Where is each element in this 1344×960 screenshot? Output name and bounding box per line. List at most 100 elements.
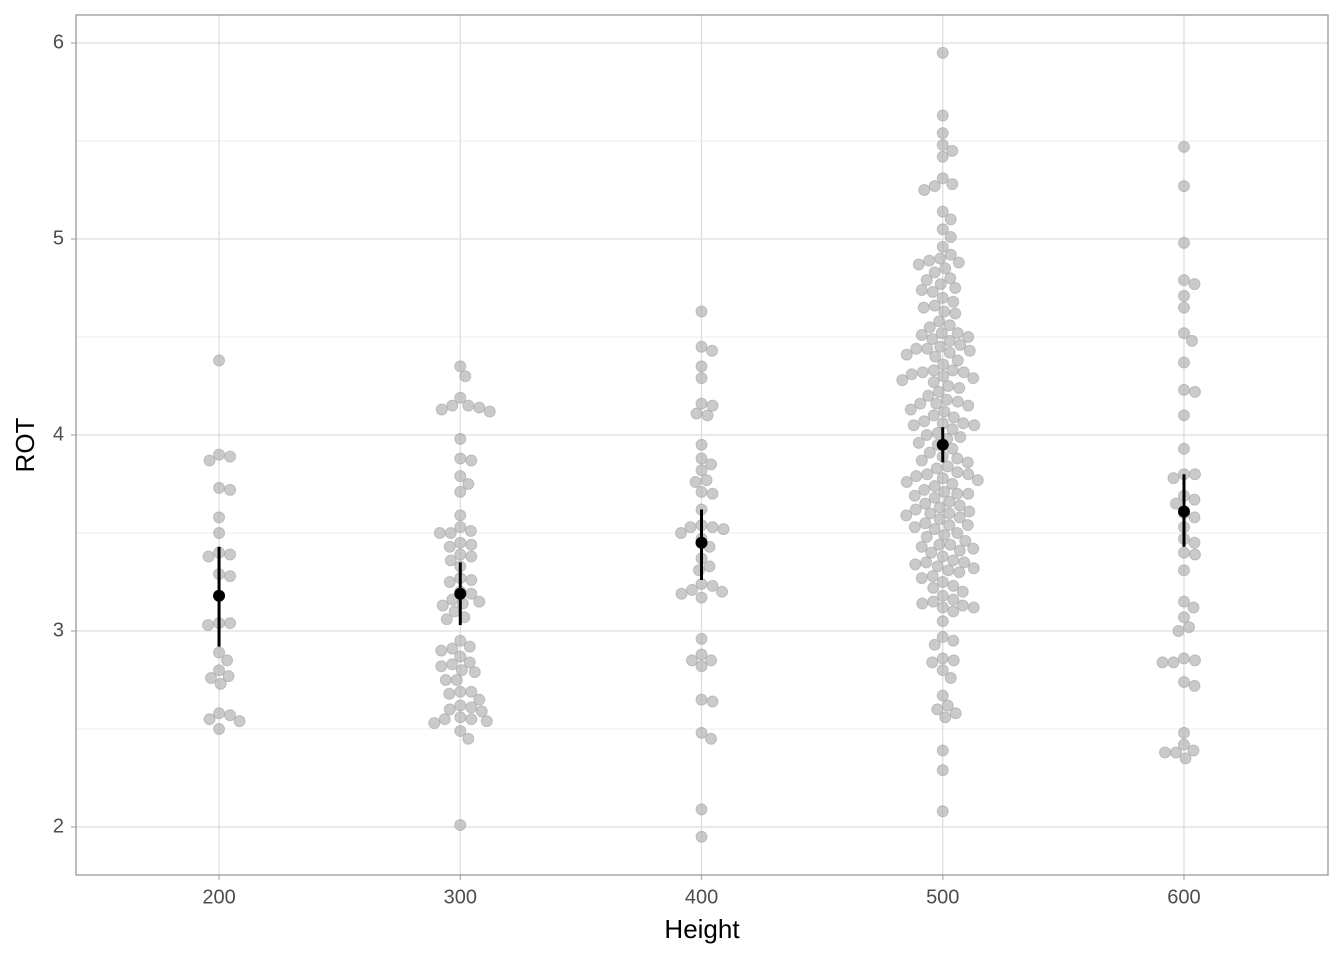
- data-point: [463, 656, 476, 669]
- data-point: [455, 664, 468, 677]
- data-point: [695, 632, 708, 645]
- data-point: [1177, 289, 1190, 302]
- data-point: [706, 695, 719, 708]
- data-point: [706, 579, 719, 592]
- data-point: [963, 505, 976, 518]
- data-point: [463, 640, 476, 653]
- data-point: [695, 360, 708, 373]
- data-point: [954, 338, 967, 351]
- data-point: [934, 252, 947, 265]
- data-point: [213, 707, 226, 720]
- data-point: [932, 385, 945, 398]
- data-point: [936, 138, 949, 151]
- data-point: [918, 483, 931, 496]
- data-point: [908, 521, 921, 534]
- data-point: [1188, 654, 1201, 667]
- data-point: [926, 285, 939, 298]
- data-point: [454, 634, 467, 647]
- data-point: [438, 713, 451, 726]
- data-point: [443, 687, 456, 700]
- data-point: [949, 707, 962, 720]
- data-point: [1177, 611, 1190, 624]
- data-point: [705, 732, 718, 745]
- data-point: [907, 419, 920, 432]
- data-point: [916, 597, 929, 610]
- data-point: [686, 654, 699, 667]
- y-axis-title: ROT: [10, 417, 40, 472]
- data-point: [953, 544, 966, 557]
- data-point: [926, 656, 939, 669]
- data-point: [923, 446, 936, 459]
- data-point: [483, 405, 496, 418]
- data-point: [716, 585, 729, 598]
- data-point: [961, 519, 974, 532]
- data-point: [936, 109, 949, 122]
- data-point: [465, 574, 478, 587]
- data-point: [947, 554, 960, 567]
- data-point: [951, 354, 964, 367]
- data-point: [936, 805, 949, 818]
- data-point: [936, 575, 949, 588]
- data-point: [468, 666, 481, 679]
- data-point: [936, 601, 949, 614]
- data-point: [695, 693, 708, 706]
- data-point: [938, 485, 951, 498]
- data-point: [900, 348, 913, 361]
- data-point: [689, 476, 702, 489]
- data-point: [949, 282, 962, 295]
- data-point: [939, 711, 952, 724]
- data-point: [701, 409, 714, 422]
- data-point: [941, 699, 954, 712]
- data-point: [1177, 383, 1190, 396]
- mean-point: [936, 438, 949, 451]
- data-point: [695, 648, 708, 661]
- data-point: [695, 464, 708, 477]
- data-point: [1177, 726, 1190, 739]
- data-point: [951, 452, 964, 465]
- data-point: [1188, 511, 1201, 524]
- data-point: [444, 526, 457, 539]
- data-point: [454, 536, 467, 549]
- data-point: [951, 327, 964, 340]
- data-point: [928, 638, 941, 651]
- data-point: [695, 830, 708, 843]
- data-point: [465, 713, 478, 726]
- data-point: [943, 507, 956, 520]
- data-point: [465, 538, 478, 551]
- data-point: [465, 685, 478, 698]
- data-point: [919, 517, 932, 530]
- data-point: [905, 368, 918, 381]
- data-point: [454, 819, 467, 832]
- data-point: [962, 331, 975, 344]
- y-tick-label: 5: [53, 227, 64, 249]
- data-point: [443, 575, 456, 588]
- data-point: [695, 803, 708, 816]
- data-point: [233, 715, 246, 728]
- panel-border: [75, 14, 1329, 876]
- data-point: [933, 501, 946, 514]
- mean-point: [1177, 505, 1190, 518]
- data-point: [703, 560, 716, 573]
- data-point: [1188, 278, 1201, 291]
- data-point: [454, 360, 467, 373]
- data-point: [1177, 564, 1190, 577]
- y-tick-label: 3: [53, 619, 64, 641]
- data-point: [1177, 236, 1190, 249]
- data-point: [473, 401, 486, 414]
- data-point: [454, 548, 467, 561]
- data-point: [947, 605, 960, 618]
- data-point: [213, 722, 226, 735]
- data-point: [951, 395, 964, 408]
- data-point: [454, 452, 467, 465]
- data-point: [454, 724, 467, 737]
- data-point: [446, 399, 459, 412]
- data-point: [915, 572, 928, 585]
- data-point: [675, 587, 688, 600]
- data-point: [1156, 656, 1169, 669]
- data-point: [927, 409, 940, 422]
- data-point: [464, 525, 477, 538]
- data-point: [915, 540, 928, 553]
- data-point: [926, 332, 939, 345]
- x-tick-label: 200: [202, 886, 235, 908]
- data-point: [943, 319, 956, 332]
